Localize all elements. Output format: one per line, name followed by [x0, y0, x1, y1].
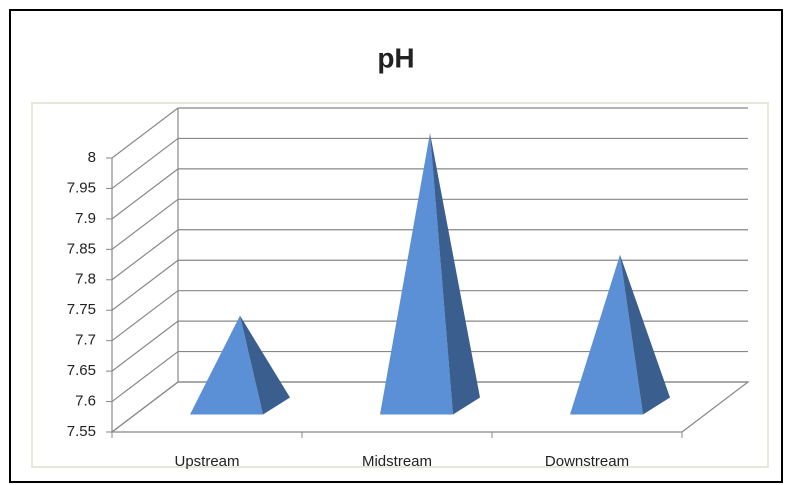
pyramid-front — [190, 315, 263, 415]
pyramid-front — [380, 133, 453, 415]
y-tick-label: 7.75 — [67, 301, 96, 318]
y-tick-label: 7.85 — [67, 240, 96, 257]
grid-line — [111, 290, 748, 342]
grid-line — [111, 137, 748, 189]
grid-line — [111, 259, 748, 311]
grid-line — [111, 229, 748, 281]
y-tick-label: 7.6 — [75, 393, 96, 410]
y-tick-label: 7.55 — [67, 423, 96, 440]
y-tick-label: 7.95 — [67, 179, 96, 196]
grid-line — [111, 107, 748, 159]
x-tick-label: Downstream — [545, 453, 629, 470]
grid-line — [111, 198, 748, 250]
y-tick-label: 7.65 — [67, 362, 96, 379]
pyramid-side — [240, 315, 290, 415]
y-tick-label: 7.9 — [75, 210, 96, 227]
y-tick-label: 7.7 — [75, 332, 96, 349]
pyramid-side — [620, 254, 670, 415]
plot-border — [31, 102, 769, 468]
x-tick-label: Midstream — [362, 453, 432, 470]
pyramid-side — [430, 133, 480, 415]
grid-line — [111, 350, 748, 403]
chart-title: pH — [377, 42, 414, 73]
grid-line — [111, 381, 748, 433]
grid-line — [111, 168, 748, 220]
y-tick-label: 7.8 — [75, 271, 96, 288]
pyramid-front — [570, 254, 643, 415]
y-tick-label: 8 — [88, 149, 96, 166]
grid-line — [111, 320, 748, 372]
x-tick-label: Upstream — [174, 453, 239, 470]
